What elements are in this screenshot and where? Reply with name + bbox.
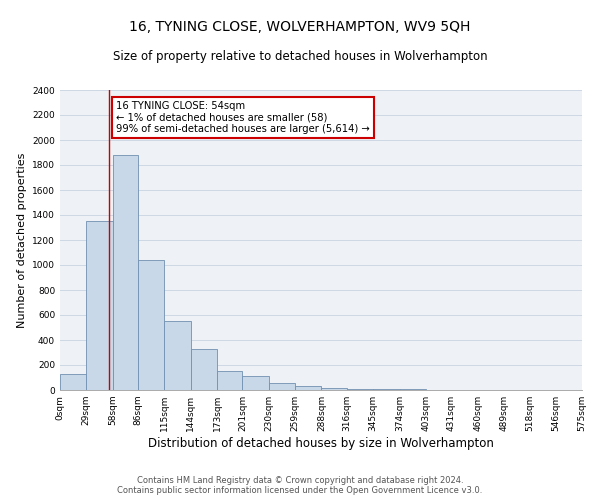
Bar	[113, 155, 138, 390]
Bar	[242, 376, 269, 390]
Bar	[217, 370, 242, 390]
Bar	[164, 322, 191, 390]
Bar	[269, 382, 295, 390]
Y-axis label: Number of detached properties: Number of detached properties	[17, 152, 26, 328]
X-axis label: Distribution of detached houses by size in Wolverhampton: Distribution of detached houses by size …	[148, 437, 494, 450]
Text: Size of property relative to detached houses in Wolverhampton: Size of property relative to detached ho…	[113, 50, 487, 63]
Bar	[191, 349, 217, 390]
Text: 16 TYNING CLOSE: 54sqm
← 1% of detached houses are smaller (58)
99% of semi-deta: 16 TYNING CLOSE: 54sqm ← 1% of detached …	[116, 101, 370, 134]
Bar	[295, 386, 322, 390]
Bar	[322, 388, 347, 390]
Text: Contains HM Land Registry data © Crown copyright and database right 2024.
Contai: Contains HM Land Registry data © Crown c…	[118, 476, 482, 495]
Bar	[86, 221, 113, 390]
Text: 16, TYNING CLOSE, WOLVERHAMPTON, WV9 5QH: 16, TYNING CLOSE, WOLVERHAMPTON, WV9 5QH	[130, 20, 470, 34]
Bar	[60, 374, 86, 390]
Bar	[138, 260, 164, 390]
